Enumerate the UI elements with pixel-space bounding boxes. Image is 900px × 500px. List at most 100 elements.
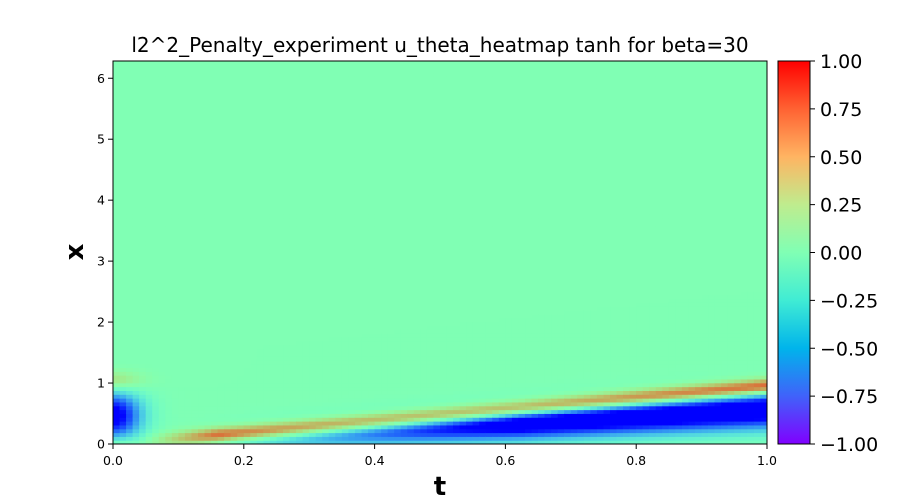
heatmap-cell xyxy=(296,241,304,246)
heatmap-cell xyxy=(354,371,363,376)
heatmap-cell xyxy=(328,432,336,437)
heatmap-cell xyxy=(263,294,271,300)
heatmap-cell xyxy=(152,283,160,288)
heatmap-cell xyxy=(374,80,382,85)
heatmap-cell xyxy=(341,386,350,391)
heatmap-cell xyxy=(361,172,369,177)
heatmap-cell xyxy=(348,440,356,444)
heatmap-cell xyxy=(204,283,212,288)
heatmap-cell xyxy=(335,202,343,208)
heatmap-cell xyxy=(413,394,421,399)
heatmap-cell xyxy=(328,233,336,238)
heatmap-cell xyxy=(198,332,206,338)
heatmap-cell xyxy=(420,340,428,346)
heatmap-cell xyxy=(420,233,428,238)
heatmap-cell xyxy=(256,233,265,238)
heatmap-cell xyxy=(354,95,363,100)
heatmap-cell xyxy=(341,114,350,120)
heatmap-cell xyxy=(341,106,350,112)
heatmap-cell xyxy=(256,363,265,368)
heatmap-cell xyxy=(243,386,251,391)
heatmap-cell xyxy=(171,72,179,77)
heatmap-cell xyxy=(381,99,389,104)
heatmap-cell xyxy=(256,413,265,418)
heatmap-cell xyxy=(243,244,251,250)
heatmap-cell xyxy=(426,294,435,300)
heatmap-cell xyxy=(113,344,121,349)
heatmap-cell xyxy=(354,103,363,108)
heatmap-cell xyxy=(224,275,232,280)
heatmap-cell xyxy=(152,122,160,127)
heatmap-cell xyxy=(413,386,421,391)
heatmap-cell xyxy=(165,221,173,227)
heatmap-cell xyxy=(413,241,421,246)
heatmap-cell xyxy=(269,440,278,444)
heatmap-cell xyxy=(361,198,369,204)
heatmap-cell xyxy=(191,152,199,158)
heatmap-cell xyxy=(348,172,356,177)
heatmap-cell xyxy=(250,329,258,334)
heatmap-cell xyxy=(420,172,428,177)
heatmap-cell xyxy=(113,329,121,334)
heatmap-cell xyxy=(132,198,140,204)
heatmap-cell xyxy=(145,382,153,388)
heatmap-cell xyxy=(269,313,278,319)
heatmap-cell xyxy=(158,64,166,70)
heatmap-cell xyxy=(145,390,153,395)
heatmap-cell xyxy=(328,271,336,277)
heatmap-cell xyxy=(407,401,415,407)
heatmap-cell xyxy=(328,286,336,292)
heatmap-cell xyxy=(224,298,232,303)
heatmap-cell xyxy=(322,367,330,372)
heatmap-cell xyxy=(145,260,153,265)
heatmap-cell xyxy=(237,172,245,177)
heatmap-cell xyxy=(171,103,179,108)
heatmap-cell xyxy=(217,336,225,342)
heatmap-cell xyxy=(315,87,323,93)
heatmap-cell xyxy=(283,286,291,292)
heatmap-cell xyxy=(283,325,291,330)
heatmap-cell xyxy=(400,61,408,66)
heatmap-cell xyxy=(407,210,415,215)
heatmap-cell xyxy=(302,352,310,357)
heatmap-cell xyxy=(158,401,166,407)
heatmap-cell xyxy=(276,229,284,234)
heatmap-cell xyxy=(165,175,173,181)
heatmap-cell xyxy=(348,206,356,211)
heatmap-cell xyxy=(256,221,265,227)
heatmap-cell xyxy=(400,317,408,323)
heatmap-cell xyxy=(394,233,402,238)
heatmap-cell xyxy=(394,191,402,196)
heatmap-cell xyxy=(328,348,336,353)
heatmap-cell xyxy=(309,179,317,185)
heatmap-cell xyxy=(152,126,160,131)
heatmap-cell xyxy=(302,126,310,131)
heatmap-cell xyxy=(191,340,199,346)
heatmap-cell xyxy=(289,91,297,97)
heatmap-cell xyxy=(158,290,166,296)
heatmap-cell xyxy=(276,275,284,280)
heatmap-cell xyxy=(361,214,369,219)
heatmap-cell xyxy=(139,129,147,135)
heatmap-cell xyxy=(230,336,238,342)
heatmap-cell xyxy=(387,340,395,346)
heatmap-cell xyxy=(315,156,323,162)
heatmap-cell xyxy=(184,122,193,127)
heatmap-cell xyxy=(433,394,441,399)
heatmap-cell xyxy=(269,229,278,234)
heatmap-cell xyxy=(269,271,278,277)
heatmap-cell xyxy=(433,256,441,261)
heatmap-cell xyxy=(413,202,421,208)
heatmap-cell xyxy=(335,80,343,85)
heatmap-cell xyxy=(250,275,258,280)
heatmap-cell xyxy=(381,340,389,346)
heatmap-cell xyxy=(243,390,251,395)
heatmap-cell xyxy=(178,210,186,215)
heatmap-cell xyxy=(243,172,251,177)
heatmap-cell xyxy=(152,76,160,81)
heatmap-cell xyxy=(250,126,258,131)
heatmap-cell xyxy=(178,340,186,346)
heatmap-cell xyxy=(184,424,193,430)
heatmap-cell xyxy=(368,409,376,414)
heatmap-cell xyxy=(165,164,173,169)
